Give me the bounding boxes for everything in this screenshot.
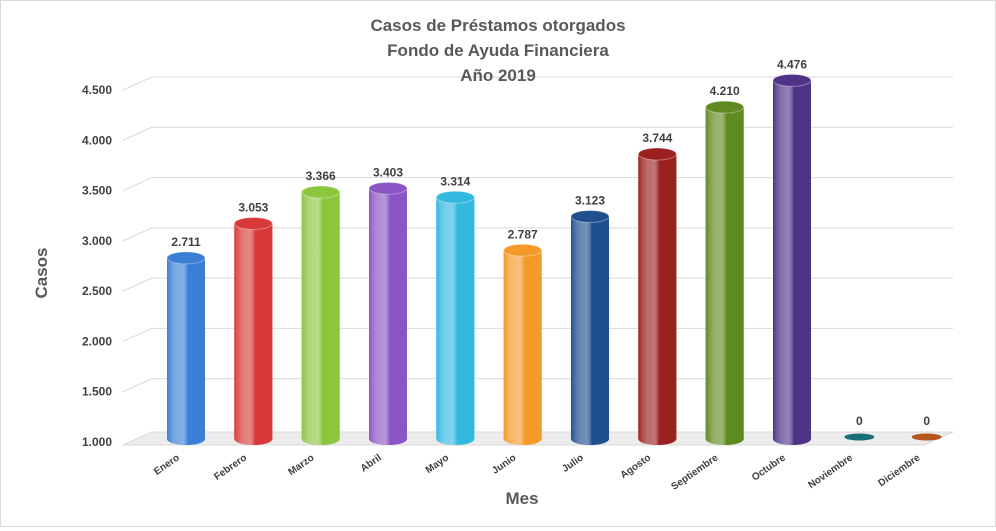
gridline: [122, 277, 953, 292]
y-tick-label: 3.500: [82, 184, 112, 198]
bar-mayo: [435, 190, 475, 445]
gridline: [122, 177, 953, 192]
data-label-mayo: 3.314: [440, 174, 470, 188]
data-labels: 2.711 3.053 3.366 3.403 3.314 2.787 3.123 3.744…: [171, 57, 930, 428]
chart-title-line-3: Año 2019: [460, 66, 536, 85]
y-tick-label: 4.000: [82, 133, 112, 147]
x-axis-label: Mes: [505, 489, 538, 508]
data-label-julio: 3.123: [575, 193, 605, 207]
bar-julio: [570, 209, 610, 445]
data-label-noviembre: 0: [856, 414, 863, 428]
y-tick-label: 4.500: [82, 83, 112, 97]
y-tick-label: 2.500: [82, 284, 112, 298]
gridline: [122, 76, 953, 91]
data-label-octubre: 4.476: [777, 57, 807, 71]
bar-octubre: [772, 73, 812, 446]
x-tick-label-abril: Abril: [359, 452, 384, 474]
bars: [166, 73, 942, 446]
x-tick-label-septiembre: Septiembre: [669, 452, 720, 493]
gridline: [122, 126, 953, 141]
data-label-marzo: 3.366: [306, 169, 336, 183]
bar-abril: [368, 181, 408, 446]
chart-title-line-2: Fondo de Ayuda Financiera: [387, 41, 609, 60]
y-tick-label: 1.000: [82, 435, 112, 449]
bar-agosto: [637, 147, 677, 446]
data-label-diciembre: 0: [923, 414, 930, 428]
x-tick-label-marzo: Marzo: [286, 452, 316, 478]
data-label-abril: 3.403: [373, 165, 403, 179]
y-tick-label: 3.000: [82, 234, 112, 248]
data-label-agosto: 3.744: [642, 131, 672, 145]
x-tick-label-octubre: Octubre: [750, 452, 788, 483]
y-tick-label: 2.000: [82, 334, 112, 348]
bar-noviembre: [844, 433, 875, 441]
y-axis-ticks: 1.000 1.500 2.000 2.500 3.000 3.500 4.000 4.500: [82, 83, 112, 449]
gridline: [122, 378, 953, 393]
bar-marzo: [301, 185, 341, 445]
x-tick-label-mayo: Mayo: [424, 452, 451, 476]
x-tick-label-julio: Julio: [560, 452, 585, 474]
x-tick-label-diciembre: Diciembre: [876, 452, 922, 489]
x-tick-label-agosto: Agosto: [619, 452, 654, 481]
data-label-junio: 2.787: [508, 227, 538, 241]
data-label-febrero: 3.053: [238, 201, 268, 215]
data-label-septiembre: 4.210: [710, 84, 740, 98]
data-label-enero: 2.711: [171, 235, 201, 249]
bar-junio: [503, 243, 543, 445]
x-tick-label-noviembre: Noviembre: [806, 452, 855, 491]
bar-septiembre: [705, 100, 745, 445]
x-tick-label-junio: Junio: [490, 452, 518, 476]
chart-title-line-1: Casos de Préstamos otorgados: [370, 16, 625, 35]
bar-diciembre: [911, 433, 942, 441]
gridline: [122, 327, 953, 342]
gridlines: [122, 76, 953, 393]
y-axis-label: Casos: [32, 247, 51, 298]
x-tick-label-febrero: Febrero: [212, 452, 249, 482]
gridline: [122, 227, 953, 242]
x-axis-ticks: Enero Febrero Marzo Abril Mayo Junio Julio Agos…: [152, 452, 923, 493]
x-tick-label-enero: Enero: [152, 452, 182, 477]
y-tick-label: 1.500: [82, 385, 112, 399]
bar-febrero: [233, 217, 273, 445]
bar-enero: [166, 251, 206, 445]
